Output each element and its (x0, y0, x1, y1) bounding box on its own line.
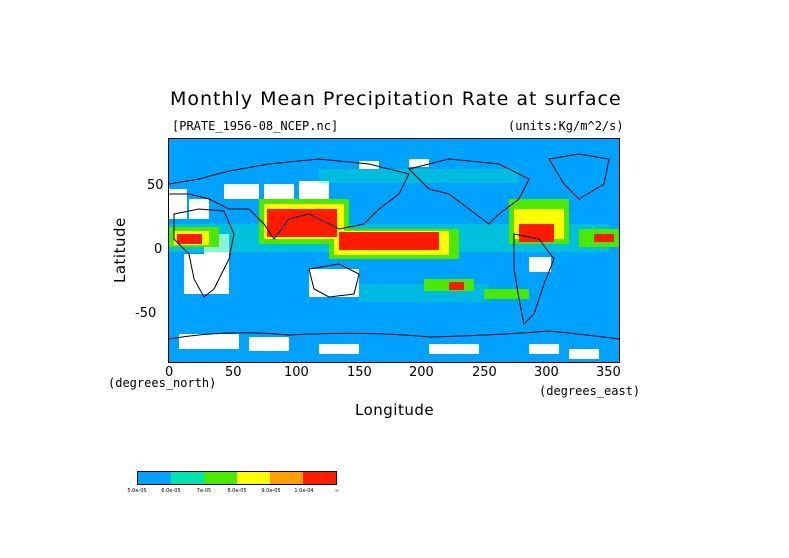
file-label: [PRATE_1956-08_NCEP.nc] (172, 119, 339, 133)
x-tick-label: 0 (165, 365, 174, 380)
coastlines (169, 153, 619, 340)
x-unit-label: (degrees_east) (539, 384, 641, 398)
x-tick-label: 50 (225, 365, 242, 380)
colorbar-label: 6.0e-05 (161, 488, 181, 494)
map-title: Monthly Mean Precipitation Rate at surfa… (170, 88, 622, 110)
colorbar-swatch (171, 472, 204, 484)
units-label: (units:Kg/m^2/s) (508, 119, 624, 133)
x-axis-label: Longitude (355, 401, 435, 419)
colorbar-swatch (237, 472, 270, 484)
colorbar-label: ∞ (334, 488, 340, 494)
missing-data-areas (169, 159, 599, 359)
very-high-precip-areas (177, 209, 614, 290)
y-tick-label: 50 (147, 178, 164, 193)
map-svg (169, 153, 619, 359)
colorbar-swatch (270, 472, 303, 484)
x-tick-label: 250 (472, 365, 497, 380)
colorbar-swatch (303, 472, 336, 484)
colorbar (137, 471, 337, 485)
precipitation-map (168, 138, 620, 363)
x-tick-label: 150 (347, 365, 372, 380)
y-unit-label: (degrees_north) (108, 376, 217, 390)
colorbar-label: 1.0e-04 (294, 488, 314, 494)
colorbar-label: 9.0e-05 (261, 488, 281, 494)
colorbar-swatch (138, 472, 171, 484)
x-tick-label: 350 (596, 365, 621, 380)
x-tick-label: 200 (409, 365, 434, 380)
y-tick-label: 0 (154, 242, 163, 257)
y-tick-label: -50 (135, 306, 157, 321)
colorbar-label: 5.0e-05 (127, 488, 147, 494)
x-tick-label: 300 (534, 365, 559, 380)
x-tick-label: 100 (284, 365, 309, 380)
colorbar-swatch (204, 472, 237, 484)
colorbar-label: 7e-05 (196, 488, 212, 494)
colorbar-label: 8.0e-05 (227, 488, 247, 494)
